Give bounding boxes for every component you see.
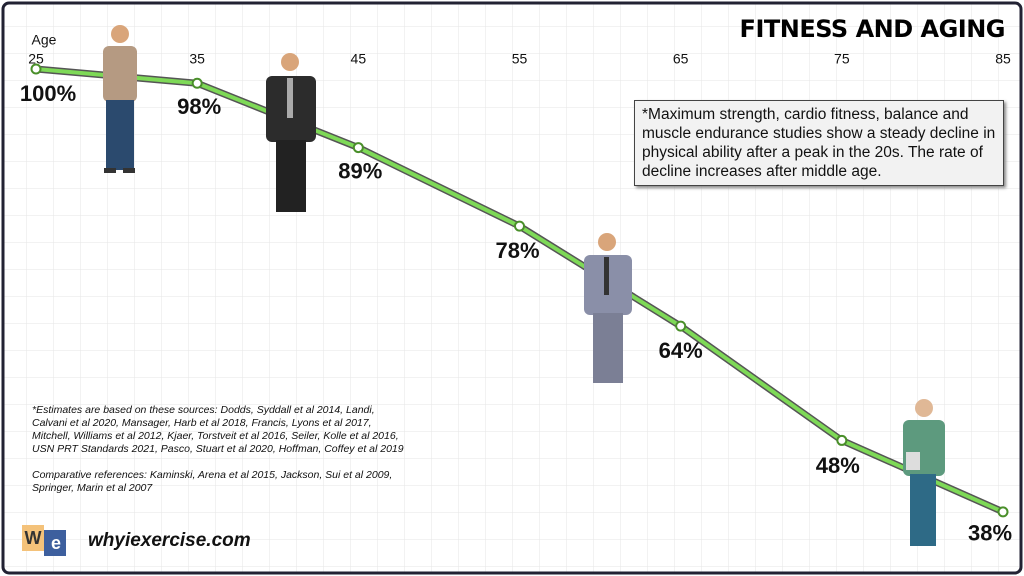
point	[514, 220, 525, 232]
footnote: Comparative references: Kaminski, Arena …	[32, 469, 393, 494]
footnotes: *Estimates are based on these sources: D…	[32, 404, 404, 508]
x-tick-label: 35	[189, 51, 205, 67]
x-tick-label: 45	[351, 51, 367, 67]
figure-young	[103, 25, 137, 173]
website: whyiexercise.com	[88, 530, 251, 551]
annotation: *Maximum strength, cardio fitness, balan…	[634, 100, 1004, 186]
point	[997, 506, 1009, 518]
x-tick-label: 25	[28, 51, 44, 67]
x-axis-label: Age	[32, 32, 57, 48]
point	[352, 142, 364, 154]
chart-title: FITNESS AND AGING	[740, 15, 1005, 43]
x-tick-label: 85	[995, 51, 1011, 67]
value-label: 89%	[338, 158, 382, 183]
figure-adult	[266, 53, 316, 212]
x-tick-label: 55	[512, 51, 528, 67]
value-label: 38%	[968, 521, 1012, 546]
x-tick-label: 65	[673, 51, 689, 67]
figure-old	[903, 399, 945, 546]
point	[836, 434, 848, 446]
point	[30, 63, 42, 75]
value-label: 78%	[495, 238, 539, 263]
logo-w: W	[25, 528, 42, 548]
point	[675, 320, 687, 332]
logo-e: e	[51, 533, 61, 553]
footnote: *Estimates are based on these sources: D…	[32, 404, 404, 455]
value-label: 100%	[20, 81, 76, 106]
figure-middle	[584, 233, 632, 383]
value-label: 98%	[177, 94, 221, 119]
logo: W e	[22, 525, 66, 556]
value-label: 64%	[659, 338, 703, 363]
value-label: 48%	[816, 453, 860, 478]
x-tick-label: 75	[834, 51, 850, 67]
point	[191, 77, 203, 89]
